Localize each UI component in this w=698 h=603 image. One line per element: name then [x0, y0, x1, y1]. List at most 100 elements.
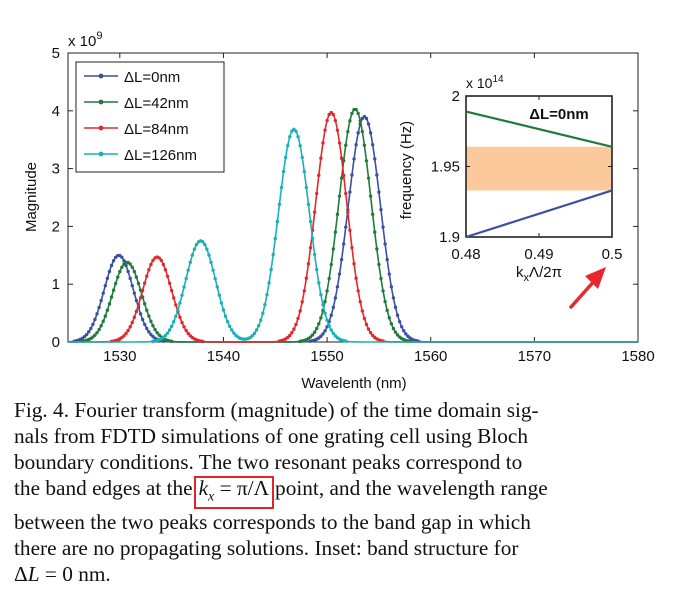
series-marker: [207, 253, 211, 257]
series-marker: [296, 135, 300, 139]
series-marker: [178, 315, 182, 319]
series-marker: [368, 131, 373, 135]
series-marker: [387, 316, 391, 320]
series-marker: [184, 276, 188, 281]
series-marker: [323, 299, 327, 304]
series-marker: [319, 316, 323, 320]
series-marker: [279, 185, 284, 190]
series-marker: [180, 293, 184, 297]
series-marker: [310, 333, 315, 337]
inset-y-tick-label: 2: [452, 88, 460, 105]
series-marker: [93, 333, 97, 337]
series-marker: [261, 311, 265, 315]
legend-label-0: ΔL=0nm: [124, 69, 180, 86]
series-marker: [163, 333, 168, 338]
series-marker: [354, 276, 358, 280]
series-marker: [134, 309, 139, 314]
series-marker: [362, 143, 367, 147]
series-marker: [360, 129, 365, 134]
series-marker: [385, 308, 389, 313]
series-marker: [381, 225, 385, 229]
series-marker: [167, 328, 172, 332]
series-marker: [188, 260, 192, 264]
inset-exponent-label: x 1014: [466, 74, 504, 91]
series-marker: [157, 256, 161, 260]
legend-swatch-marker-3: [98, 151, 104, 157]
series-marker: [172, 296, 176, 300]
series-marker: [118, 269, 122, 274]
series-marker: [182, 325, 186, 329]
inset-band-line-1: [465, 189, 613, 239]
series-marker: [126, 269, 130, 274]
series-marker: [358, 300, 362, 304]
series-marker: [252, 331, 257, 335]
series-marker: [364, 116, 369, 121]
series-marker: [360, 309, 365, 313]
series-marker: [145, 308, 149, 312]
caption-line-4: the band edges at the kx = π/Λ point, and …: [14, 475, 666, 510]
caption-line-1: Fig. 4. Fourier transform (magnitude) of…: [14, 398, 539, 422]
series-marker: [138, 312, 143, 316]
series-marker: [325, 118, 329, 123]
series-marker: [315, 267, 319, 272]
series-marker: [370, 212, 375, 217]
series-marker: [354, 107, 358, 112]
series-marker: [182, 285, 186, 289]
series-marker: [184, 328, 188, 333]
series-markers-3: [151, 127, 348, 344]
series-marker: [373, 157, 377, 161]
series-marker: [341, 173, 346, 178]
series-marker: [142, 322, 147, 327]
series-marker: [105, 276, 110, 281]
series-marker: [174, 314, 178, 318]
series-marker: [105, 308, 110, 312]
series-marker: [120, 255, 124, 259]
series-marker: [95, 312, 99, 316]
series-marker: [203, 242, 207, 247]
series-marker: [136, 303, 141, 307]
series-marker: [209, 260, 213, 264]
series-marker: [101, 291, 105, 295]
inset-y-tick-label: 1.9: [439, 229, 460, 246]
series-marker: [128, 276, 132, 281]
series-marker: [147, 330, 151, 334]
series-marker: [147, 314, 151, 318]
series-marker: [350, 245, 354, 250]
series-marker: [373, 230, 377, 234]
caption-line-2: nals from FDTD simulations of one gratin…: [14, 424, 529, 448]
series-marker: [111, 288, 116, 292]
annotation-arrow: [569, 267, 606, 309]
inset-title: ΔL=0nm: [529, 106, 589, 123]
series-marker: [308, 245, 313, 250]
series-marker: [99, 298, 103, 303]
series-marker: [113, 281, 118, 286]
series-marker: [383, 299, 387, 304]
series-marker: [325, 318, 329, 322]
legend-label-2: ΔL=84nm: [124, 121, 189, 138]
series-marker: [145, 274, 149, 278]
main-x-tick-label: 1530: [103, 348, 136, 365]
series-marker: [97, 327, 101, 332]
series-marker: [101, 319, 105, 324]
legend-label-1: ΔL=42nm: [124, 95, 189, 112]
main-y-tick-label: 0: [52, 334, 60, 351]
series-marker: [140, 288, 145, 293]
series-marker: [356, 289, 360, 293]
legend-swatches: [84, 73, 118, 157]
series-marker: [312, 330, 317, 334]
series-marker: [142, 302, 147, 306]
series-marker: [350, 111, 354, 116]
inset-x-tick-label: 0.5: [602, 246, 623, 263]
series-marker: [317, 173, 321, 178]
main-y-tick-label: 2: [52, 218, 60, 235]
series-marker: [327, 276, 331, 281]
series-marker: [383, 242, 387, 246]
series-marker: [304, 276, 309, 280]
series-marker: [327, 324, 331, 328]
inset-y-axis-label: frequency (Hz): [398, 121, 415, 219]
series-marker: [306, 262, 311, 266]
series-marker: [145, 326, 149, 331]
series-marker: [368, 331, 373, 335]
series-marker: [329, 262, 333, 267]
series-marker: [290, 331, 294, 335]
